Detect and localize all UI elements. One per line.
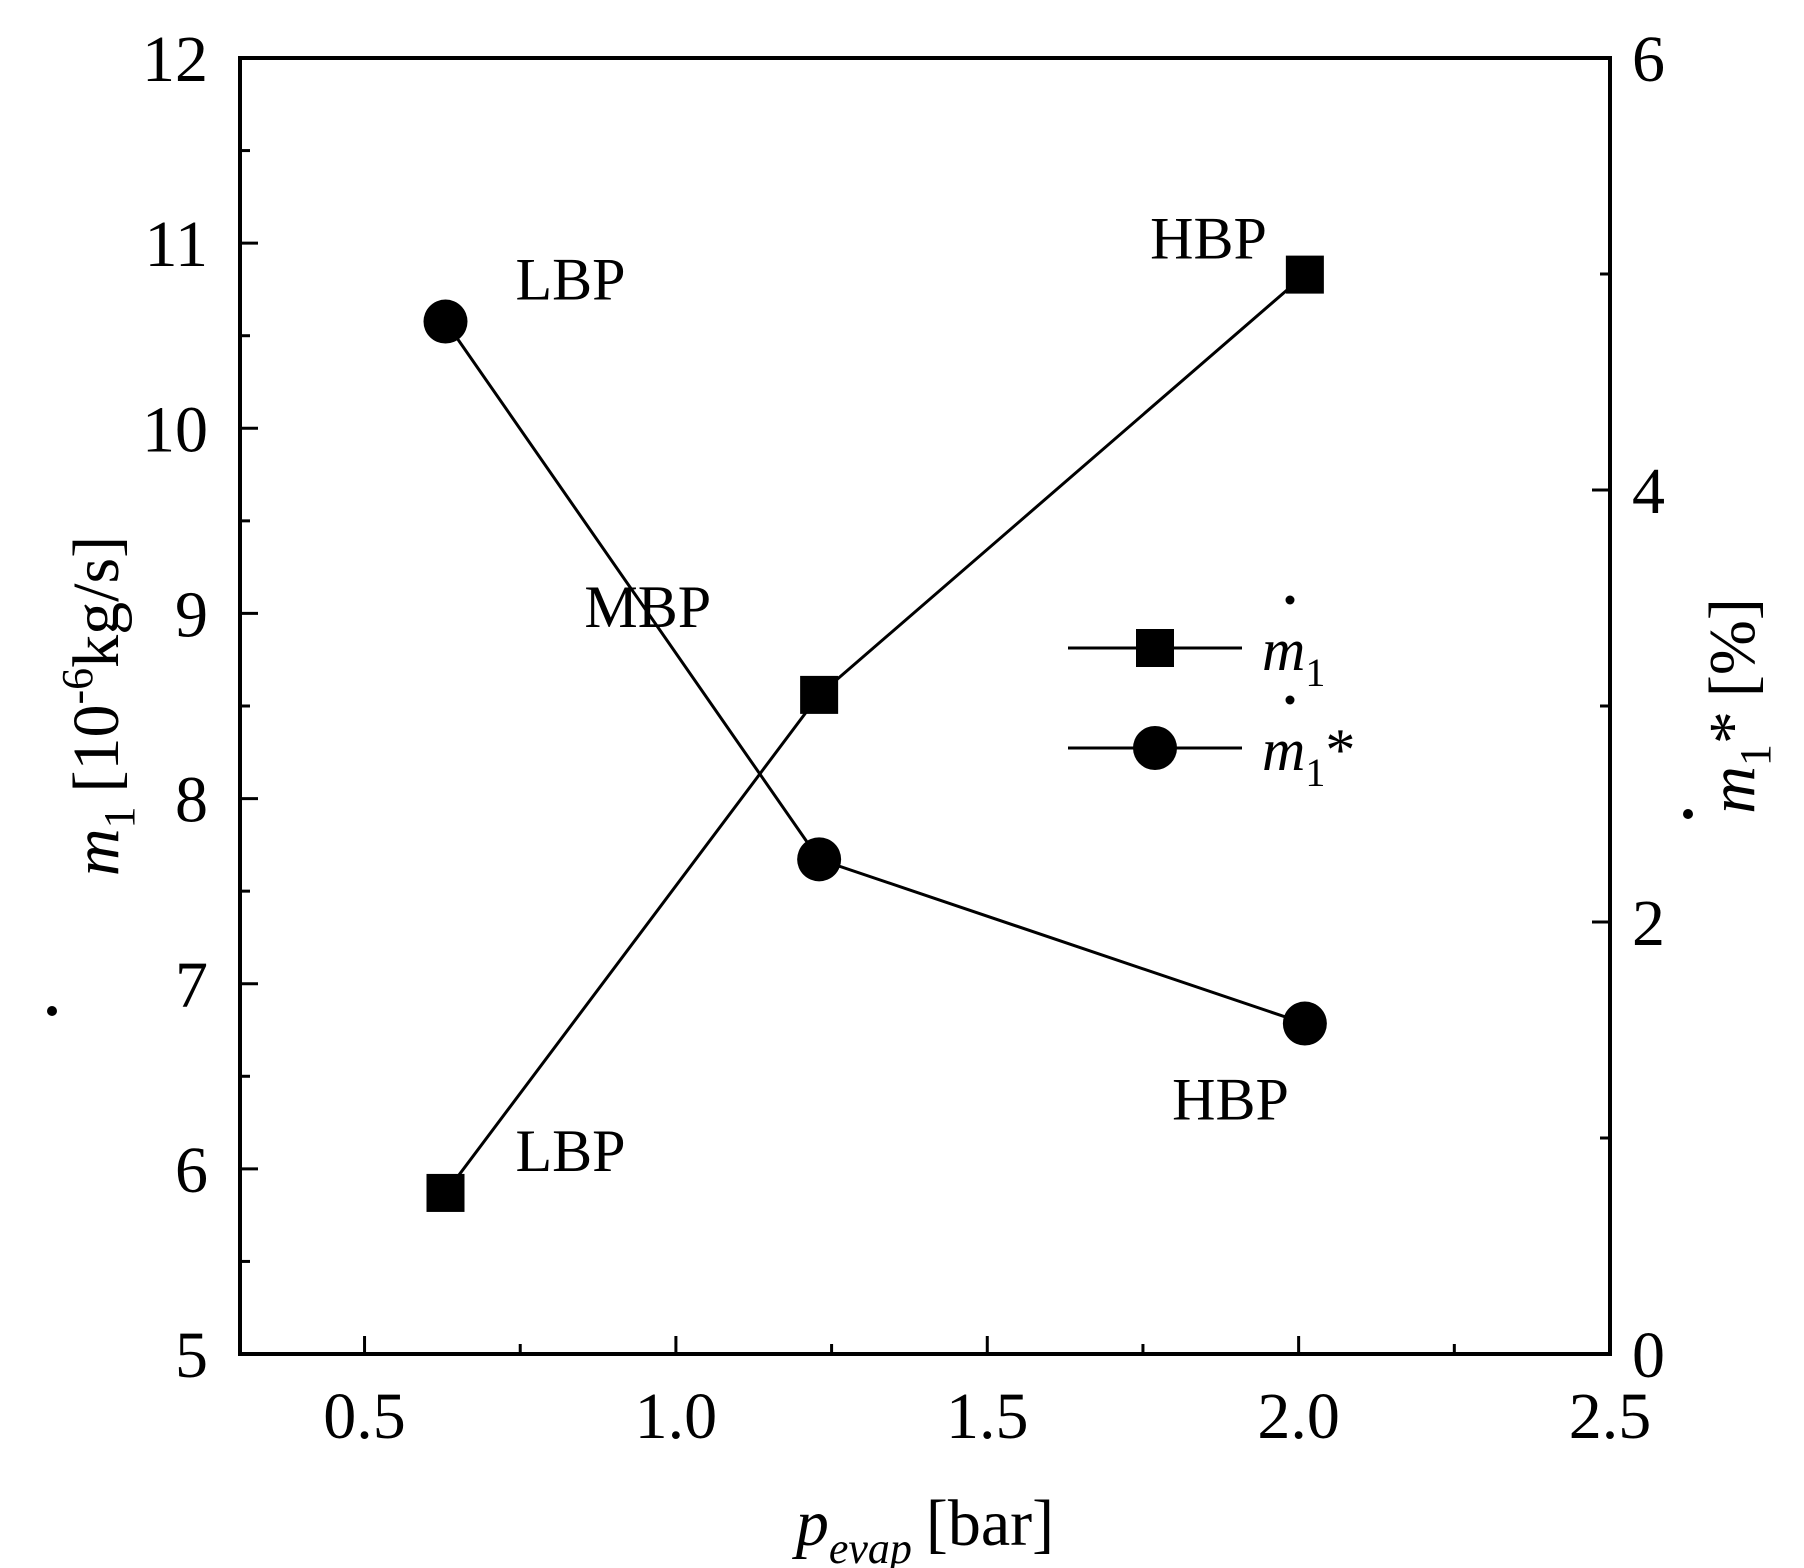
x-tick-label: 0.5	[323, 1380, 406, 1453]
legend-circle-marker	[1133, 726, 1177, 770]
y-right-title-star: *	[1696, 711, 1769, 744]
y-right-tick-label: 6	[1632, 23, 1665, 96]
legend-label-sub: 1	[1305, 750, 1325, 795]
x-axis-title-main: p	[792, 1487, 829, 1560]
square-marker	[426, 1173, 465, 1212]
y-left-title-sub: 1	[95, 806, 144, 828]
series-line-1	[444, 273, 1306, 1194]
svg-text:pevap[bar]: pevap [bar]	[792, 1487, 1054, 1568]
y-left-tick-label: 12	[142, 23, 208, 96]
y-left-title-dot	[47, 1006, 57, 1016]
circle-marker	[1282, 1001, 1327, 1046]
circle-marker	[797, 837, 842, 882]
y-left-tick-label: 7	[175, 949, 208, 1022]
legend-label: m1	[1262, 617, 1325, 695]
svg-text:m1*[%]: m1* [%]	[1696, 598, 1780, 814]
x-tick-label: 1.5	[946, 1380, 1029, 1453]
y-axis-right-title: m1* [%]	[1683, 598, 1780, 819]
series-markers	[423, 255, 1327, 1212]
circle-marker	[423, 299, 468, 344]
series-line-2	[444, 320, 1306, 1025]
x-tick-label: 1.0	[635, 1380, 718, 1453]
annotation-label: LBP	[516, 247, 626, 313]
x-tick-label: 2.5	[1569, 1380, 1652, 1453]
y-axis-left-title: m1 [10-6kg/s]	[47, 536, 144, 1016]
y-left-title-exp: -6	[53, 668, 102, 705]
legend-label: m1*	[1262, 717, 1355, 795]
plot-area	[238, 56, 1612, 1356]
annotation-label: MBP	[584, 574, 711, 640]
square-marker	[800, 675, 839, 714]
y-left-tick-label: 8	[175, 764, 208, 837]
annotations: LBP LBP MBP HBP HBP	[516, 206, 1289, 1184]
legend-label-main: m	[1262, 617, 1305, 683]
x-axis-title: pevap [bar]	[792, 1487, 1054, 1568]
y-right-title-main: m	[1696, 766, 1769, 814]
y-left-tick-label: 11	[144, 208, 208, 281]
y-left-tick-label: 5	[175, 1319, 208, 1392]
legend-dot	[1285, 595, 1295, 605]
svg-text:m1[10-6kg/s]: m1 [10-6kg/s]	[53, 536, 144, 876]
legend-label-star: *	[1325, 717, 1355, 783]
x-axis-title-sub: evap	[829, 1524, 912, 1568]
plot-frame	[238, 56, 1612, 1356]
annotation-label: LBP	[516, 1118, 626, 1184]
y-right-title-dot	[1683, 809, 1693, 819]
annotation-label: HBP	[1172, 1067, 1289, 1133]
square-marker	[1285, 255, 1324, 294]
y-right-title-sub: 1	[1731, 744, 1780, 766]
legend-dot	[1285, 695, 1295, 705]
y-right-tick-label: 4	[1632, 455, 1665, 528]
legend-square-marker	[1136, 629, 1174, 667]
annotation-label: HBP	[1150, 206, 1267, 272]
y-right-tick-label: 0	[1632, 1319, 1665, 1392]
y-left-tick-label: 9	[175, 578, 208, 651]
x-axis-title-unit: [bar]	[926, 1487, 1054, 1560]
legend-label-main: m	[1262, 717, 1305, 783]
y-right-title-unit: [%]	[1696, 598, 1769, 697]
y-left-title-unit-rest: kg/s]	[60, 536, 133, 668]
y-left-tick-label: 6	[175, 1134, 208, 1207]
y-right-tick-label: 2	[1632, 887, 1665, 960]
y-left-tick-label: 10	[142, 393, 208, 466]
y-left-title-main: m	[60, 828, 133, 876]
y-left-title-unit: [10	[60, 705, 133, 793]
x-tick-label: 2.0	[1257, 1380, 1340, 1453]
legend-label-sub: 1	[1305, 650, 1325, 695]
series-lines	[444, 273, 1306, 1194]
